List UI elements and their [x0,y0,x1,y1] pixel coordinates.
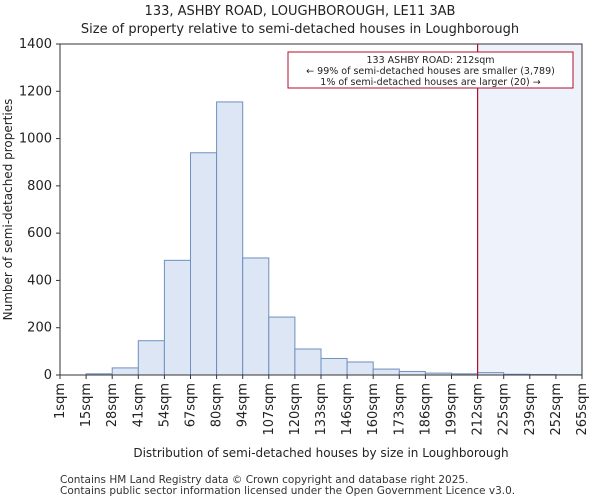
x-tick-label: 107sqm [262,383,277,436]
histogram-bar [216,101,244,376]
x-tick-label: 67sqm [184,383,199,427]
histogram-bar [398,370,426,376]
y-tick-label: 800 [27,179,52,194]
x-tick-label: 146sqm [340,383,355,436]
x-tick-label: 80sqm [210,383,225,427]
y-tick-label: 1200 [19,84,52,99]
x-tick-label: 212sqm [471,383,486,436]
y-tick-label: 0 [44,368,52,383]
histogram-bar [163,259,191,376]
x-tick-label: 160sqm [366,383,381,436]
y-tick-label: 600 [27,226,52,241]
histogram-bar [137,340,165,376]
y-tick-label: 1000 [19,132,52,147]
x-tick-label: 15sqm [79,383,94,427]
histogram-bar [190,152,218,376]
y-tick-label: 1400 [19,37,52,52]
x-tick-label: 94sqm [236,383,251,427]
histogram-bar [268,316,296,376]
histogram-bar [242,257,270,376]
annotation-box [287,51,574,89]
footer-licence: Contains public sector information licen… [60,485,516,497]
histogram-bar [372,368,400,376]
histogram-bar [294,348,322,376]
x-tick-label: 133sqm [314,383,329,436]
annotation-line: 133 ASHBY ROAD: 212sqm [367,55,495,66]
footer-copyright: Contains HM Land Registry data © Crown c… [60,474,469,486]
highlight-region [477,44,582,375]
x-axis-label: Distribution of semi-detached houses by … [133,446,508,460]
x-tick-label: 54sqm [157,383,172,427]
histogram-chart: 0 200 400 600 800 1000 1200 1400 1sqm 15sqm 28sqm 4… [1,37,590,460]
x-tick-label: 186sqm [418,383,433,436]
x-tick-label: 120sqm [288,383,303,436]
annotation-line: ← 99% of semi-detached houses are smalle… [306,66,555,77]
y-tick-label: 200 [27,321,52,336]
x-tick-label: 28sqm [105,383,120,427]
x-tick-label: 252sqm [549,383,564,436]
x-tick-label: 41sqm [131,383,146,427]
histogram-bar [346,361,374,376]
x-tick-label: 239sqm [523,383,538,436]
chart-title: 133, ASHBY ROAD, LOUGHBOROUGH, LE11 3AB [144,4,456,19]
y-tick-label: 400 [27,273,52,288]
x-tick-label: 225sqm [497,383,512,436]
chart-subtitle: Size of property relative to semi-detach… [80,22,520,37]
y-axis-label: Number of semi-detached properties [1,99,15,321]
histogram-bar [111,367,139,376]
x-tick-label: 199sqm [445,383,460,436]
x-tick-label: 265sqm [575,383,590,436]
annotation-line: 1% of semi-detached houses are larger (2… [320,77,540,88]
x-tick-label: 173sqm [392,383,407,436]
histogram-bar [320,357,348,376]
x-tick-label: 1sqm [53,383,68,419]
